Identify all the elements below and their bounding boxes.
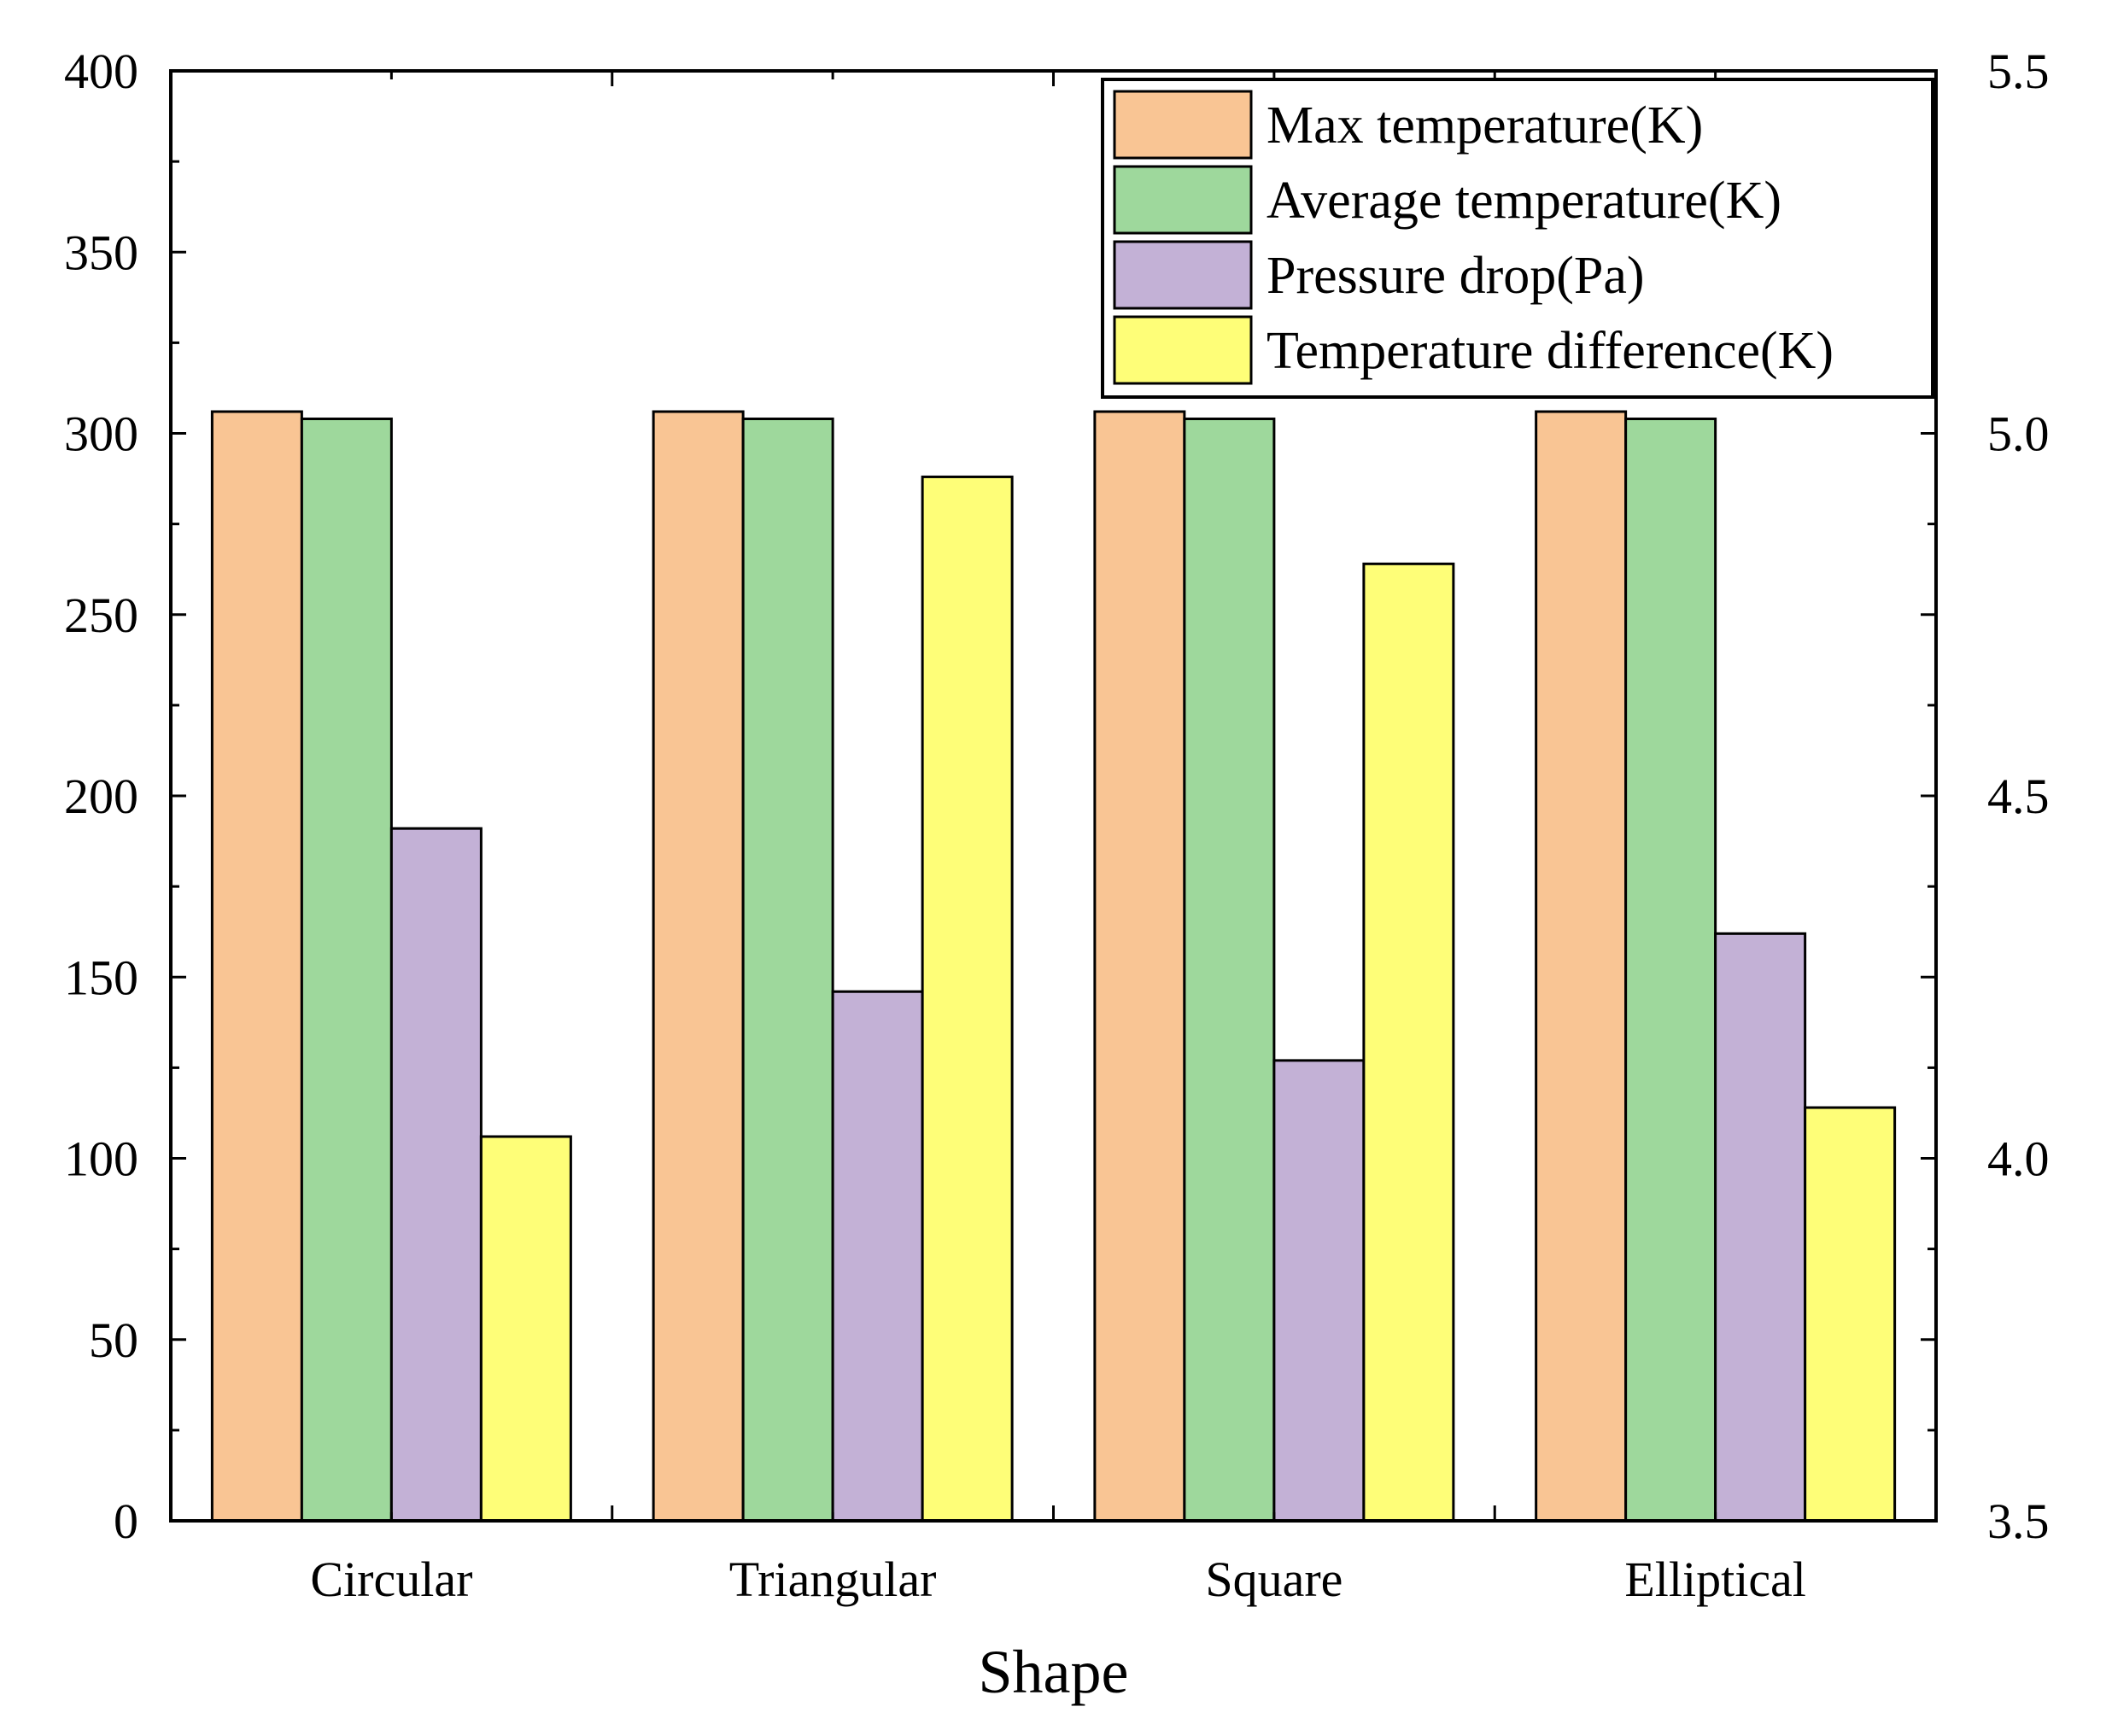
y-left-tick-label: 350 [64, 225, 138, 280]
bar-square-series-3 [1272, 1059, 1366, 1523]
bar-elliptical-series-4 [1804, 1106, 1897, 1523]
y-left-tick-label: 100 [64, 1131, 138, 1187]
bar-triangular-series-1 [652, 410, 745, 1523]
y-right-tick-label: 5.5 [1987, 44, 2050, 99]
legend-label: Average temperature(K) [1267, 172, 1781, 230]
y-right-tick-label: 4.5 [1987, 769, 2050, 824]
legend-swatch [1113, 165, 1253, 235]
bar-elliptical-series-2 [1624, 418, 1717, 1523]
legend-label: Max temperature(K) [1267, 96, 1703, 155]
legend-label: Pressure drop(Pa) [1267, 247, 1645, 305]
legend-label: Temperature difference(K) [1267, 322, 1834, 380]
x-tick-label: Elliptical [1624, 1552, 1806, 1607]
x-tick-label: Triangular [729, 1552, 937, 1607]
x-tick-label: Square [1205, 1552, 1343, 1607]
y-left-tick-label: 50 [89, 1312, 138, 1368]
y-left-tick-label: 250 [64, 587, 138, 643]
y-left-tick-label: 400 [64, 44, 138, 99]
bar-elliptical-series-1 [1535, 410, 1628, 1523]
bar-triangular-series-3 [831, 990, 924, 1523]
x-tick-label: Circular [310, 1552, 472, 1607]
axes-layer: 0 50 100 150 200 250 300 350 400 3.5 4.0 4.5 5.0 5.5 C… [64, 44, 2050, 1607]
bar-triangular-series-2 [741, 418, 834, 1523]
y-left-tick-label: 300 [64, 406, 138, 462]
bar-square-series-1 [1093, 410, 1186, 1523]
bar-square-series-2 [1183, 418, 1276, 1523]
bar-circular-series-3 [389, 827, 483, 1523]
legend-swatch [1113, 90, 1253, 160]
legend-swatch [1113, 315, 1253, 385]
legend-swatch [1113, 240, 1253, 310]
legend: Max temperature(K) Average temperature(K)… [1101, 78, 1934, 399]
bar-circular-series-1 [210, 410, 303, 1523]
y-right-tick-label: 3.5 [1987, 1493, 2050, 1549]
bars-layer [210, 410, 1897, 1523]
y-right-tick-label: 4.0 [1987, 1131, 2050, 1187]
y-left-tick-label: 0 [114, 1493, 138, 1549]
y-left-tick-label: 200 [64, 769, 138, 824]
bar-triangular-series-4 [921, 475, 1014, 1523]
bar-circular-series-4 [479, 1135, 572, 1523]
bar-circular-series-2 [300, 418, 393, 1523]
bar-square-series-4 [1362, 562, 1455, 1523]
y-left-tick-label: 150 [64, 950, 138, 1005]
bar-elliptical-series-3 [1714, 932, 1807, 1523]
x-axis-label: Shape [979, 1638, 1129, 1706]
y-right-tick-label: 5.0 [1987, 406, 2050, 462]
